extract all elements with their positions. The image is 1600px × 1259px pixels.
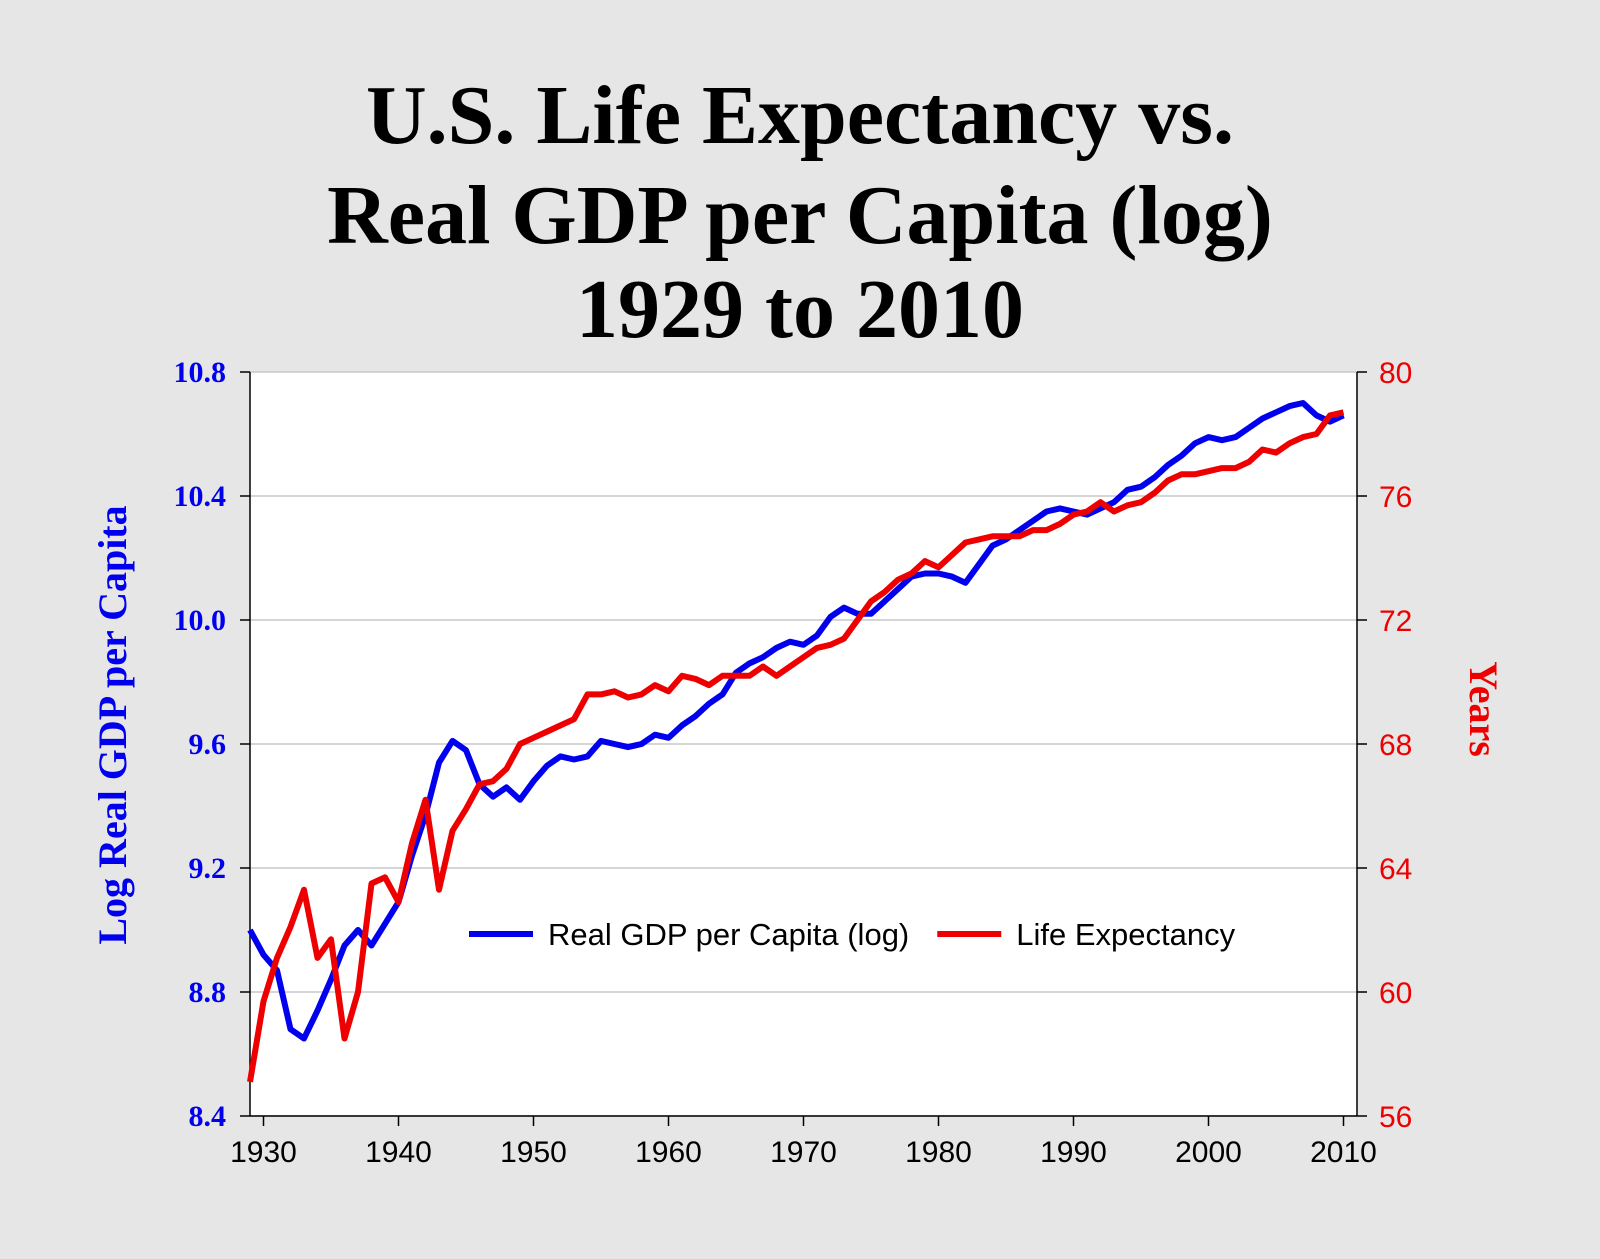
y-tick-label: 10.4 [174, 480, 227, 513]
y-tick-label: 8.8 [189, 976, 227, 1009]
x-tick-label: 1960 [635, 1136, 702, 1169]
y2-tick-label: 72 [1379, 605, 1412, 638]
x-tick-label: 1970 [770, 1136, 837, 1169]
series-line [247, 409, 1345, 1083]
chart-title: 1929 to 2010 [576, 263, 1024, 356]
y-tick-label: 9.2 [189, 852, 227, 885]
series-line [247, 400, 1345, 1042]
y-tick-label: 8.4 [189, 1100, 227, 1133]
y2-tick-label: 56 [1379, 1101, 1412, 1134]
y-tick-label: 10.8 [174, 356, 227, 389]
y2-tick-label: 64 [1379, 853, 1412, 886]
legend-label: Life Expectancy [1016, 917, 1235, 952]
y2-tick-label: 60 [1379, 977, 1412, 1010]
x-tick-label: 1990 [1040, 1136, 1107, 1169]
x-tick-label: 1950 [500, 1136, 567, 1169]
x-tick-label: 2010 [1310, 1136, 1377, 1169]
x-tick-label: 1940 [365, 1136, 432, 1169]
y2-axis-label: Years [1461, 661, 1506, 757]
chart-title: U.S. Life Expectancy vs. [366, 69, 1234, 162]
x-tick-label: 1930 [230, 1136, 297, 1169]
x-tick-label: 1980 [905, 1136, 972, 1169]
legend-label: Real GDP per Capita (log) [548, 917, 909, 952]
x-tick-label: 2000 [1175, 1136, 1242, 1169]
y2-tick-label: 80 [1379, 357, 1412, 390]
y-tick-label: 9.6 [189, 728, 227, 761]
y-axis-label: Log Real GDP per Capita [90, 505, 135, 944]
y-tick-label: 10.0 [174, 604, 227, 637]
chart-title: Real GDP per Capita (log) [327, 169, 1273, 262]
y2-tick-label: 68 [1379, 729, 1412, 762]
y2-tick-label: 76 [1379, 481, 1412, 514]
